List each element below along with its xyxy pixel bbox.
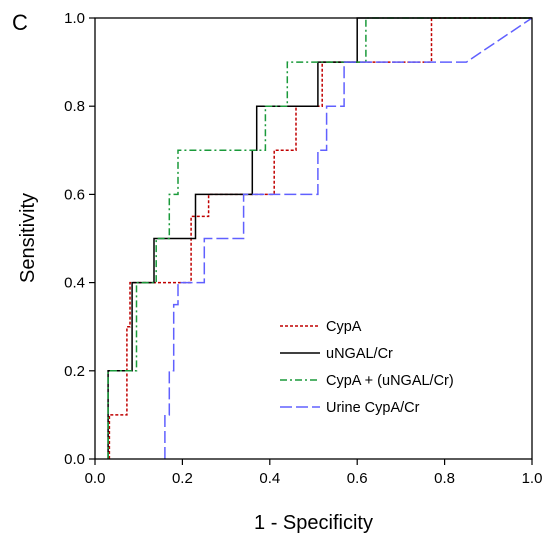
y-tick-label: 0.8: [64, 98, 85, 115]
x-tick-label: 0.0: [85, 470, 106, 487]
legend-label: CypA + (uNGAL/Cr): [326, 373, 454, 389]
series-line-cypa: [108, 17, 532, 459]
x-tick-label: 0.2: [172, 470, 193, 487]
y-tick-label: 0.2: [64, 363, 85, 380]
y-axis-ticks: 0.0 0.2 0.4 0.6 0.8 1.0: [64, 10, 95, 468]
y-tick-label: 1.0: [64, 10, 85, 27]
x-axis-title: 1 - Specificity: [254, 512, 373, 534]
legend-label: uNGAL/Cr: [326, 346, 393, 362]
panel-label: C: [12, 10, 28, 35]
y-tick-label: 0.6: [64, 186, 85, 203]
y-axis-title: Sensitivity: [17, 193, 39, 283]
y-tick-label: 0.4: [64, 275, 85, 292]
legend: CypA uNGAL/Cr CypA + (uNGAL/Cr) Urine CypA/…: [280, 319, 454, 416]
series-line-urine-cypa-cr: [164, 17, 533, 459]
series-line-ungal-cr: [107, 17, 532, 459]
legend-label: Urine CypA/Cr: [326, 400, 420, 416]
plot-frame: [94, 17, 533, 460]
x-tick-label: 0.6: [347, 470, 368, 487]
y-tick-label: 0.0: [64, 451, 85, 468]
x-tick-label: 0.8: [434, 470, 455, 487]
series-layer: [107, 17, 533, 459]
x-tick-label: 1.0: [522, 470, 543, 487]
series-line-cypa-ungal-cr: [107, 17, 532, 459]
x-axis-ticks: 0.0 0.2 0.4 0.6 0.8 1.0: [85, 459, 543, 487]
legend-label: CypA: [326, 319, 362, 335]
x-tick-label: 0.4: [259, 470, 280, 487]
